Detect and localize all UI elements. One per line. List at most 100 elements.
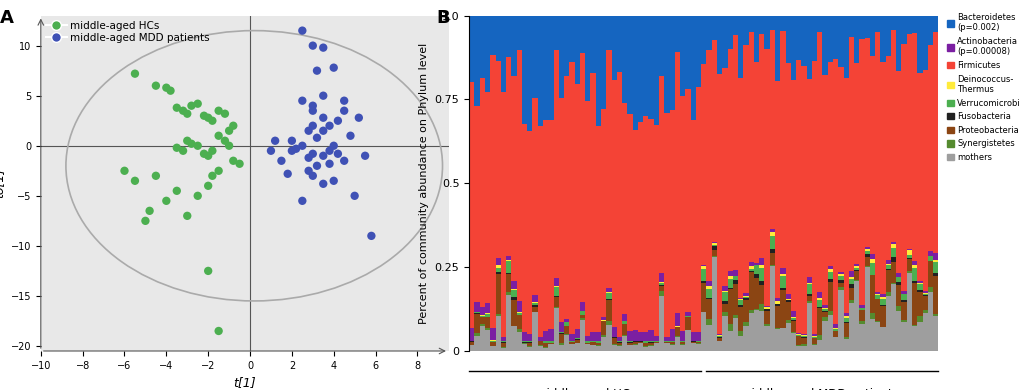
Bar	[879, 305, 884, 306]
Bar	[590, 73, 595, 332]
Bar	[527, 343, 532, 346]
Point	[179, 111, 196, 117]
Bar	[780, 275, 785, 277]
Bar	[853, 268, 858, 270]
X-axis label: t[1]: t[1]	[233, 376, 256, 389]
Point	[190, 101, 206, 107]
Bar	[911, 326, 916, 351]
Bar	[553, 285, 558, 287]
Text: B: B	[436, 9, 449, 27]
Bar	[564, 76, 569, 319]
Bar	[901, 44, 906, 291]
Bar	[833, 337, 838, 351]
Bar	[748, 16, 753, 32]
Bar	[869, 16, 874, 56]
Point	[231, 161, 248, 167]
Bar	[643, 347, 648, 351]
Bar	[611, 344, 616, 345]
Bar	[748, 269, 753, 271]
Bar	[858, 321, 864, 324]
Bar	[853, 270, 858, 271]
Bar	[495, 314, 500, 316]
Bar	[668, 341, 675, 342]
Bar	[663, 16, 668, 113]
Bar	[511, 300, 517, 326]
Point	[217, 111, 233, 117]
Bar	[574, 343, 580, 351]
Bar	[848, 284, 853, 287]
Bar	[911, 16, 916, 33]
Bar	[653, 344, 658, 351]
Bar	[505, 57, 511, 255]
Bar	[890, 16, 896, 30]
Point	[305, 151, 321, 157]
Bar	[838, 67, 843, 272]
Bar	[916, 73, 921, 281]
Bar	[848, 278, 853, 284]
Bar	[806, 296, 811, 301]
Bar	[743, 326, 748, 351]
Bar	[643, 343, 648, 346]
Bar	[580, 316, 585, 318]
Bar	[780, 16, 785, 31]
Bar	[605, 300, 611, 321]
Y-axis label: Percent of community abundance on Phylum level: Percent of community abundance on Phylum…	[419, 43, 429, 324]
Bar	[721, 291, 727, 292]
Bar	[474, 16, 479, 106]
Bar	[711, 16, 716, 39]
Bar	[780, 277, 785, 287]
Bar	[522, 16, 527, 124]
Bar	[864, 247, 869, 249]
Bar	[505, 295, 511, 351]
Bar	[921, 70, 927, 291]
Point	[287, 145, 304, 152]
Point	[273, 158, 289, 164]
Bar	[500, 342, 505, 343]
Point	[335, 158, 352, 164]
Bar	[774, 301, 780, 303]
Point	[183, 103, 200, 109]
Bar	[580, 311, 585, 315]
Bar	[553, 307, 558, 308]
Bar	[580, 302, 585, 311]
Bar	[927, 256, 932, 261]
Bar	[653, 336, 658, 341]
Bar	[653, 341, 658, 342]
Bar	[648, 119, 653, 330]
Bar	[921, 293, 927, 294]
Bar	[711, 257, 716, 351]
Bar	[916, 316, 921, 322]
Text: middle-aged HCs: middle-aged HCs	[534, 388, 635, 390]
Bar	[574, 84, 580, 329]
Bar	[795, 60, 801, 333]
Bar	[774, 298, 780, 301]
Bar	[658, 282, 663, 284]
Point	[200, 268, 216, 274]
Bar	[505, 273, 511, 274]
Point	[221, 143, 237, 149]
Bar	[774, 81, 780, 298]
Bar	[763, 324, 769, 326]
Bar	[658, 285, 663, 286]
Bar	[896, 307, 901, 311]
Bar	[785, 319, 790, 323]
Bar	[816, 32, 821, 292]
Bar	[495, 16, 500, 60]
Bar	[680, 341, 685, 342]
Bar	[821, 309, 826, 310]
Bar	[884, 292, 890, 296]
Bar	[785, 300, 790, 302]
Bar	[548, 329, 553, 341]
Bar	[901, 291, 906, 294]
Bar	[711, 242, 716, 243]
Y-axis label: to[1]: to[1]	[0, 168, 5, 199]
Bar	[732, 318, 738, 351]
Bar	[711, 246, 716, 250]
Bar	[727, 49, 732, 271]
Point	[138, 218, 154, 224]
Bar	[848, 300, 853, 303]
Bar	[695, 342, 700, 343]
Bar	[874, 299, 879, 321]
Bar	[843, 78, 848, 314]
Bar	[826, 282, 833, 311]
